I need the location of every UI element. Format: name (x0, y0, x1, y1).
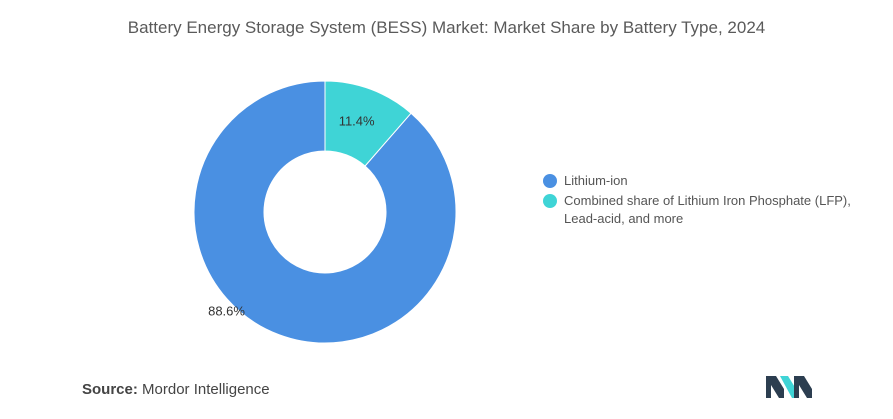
donut-slice-combined-share (324, 80, 412, 167)
legend-marker-combined-share (543, 194, 557, 208)
chart-title: Battery Energy Storage System (BESS) Mar… (127, 18, 766, 37)
data-label-combined-share: 11.4% (339, 114, 375, 129)
source-text: Mordor Intelligence (142, 381, 270, 398)
data-label-lithium-ion: 88.6% (208, 304, 245, 319)
source-label: Source: (82, 381, 138, 398)
legend-marker-lithium-ion (543, 174, 557, 188)
legend-label: Combined share of Lithium Iron Phosphate… (564, 193, 851, 226)
legend-item-combined-share: Combined share of Lithium Iron Phosphate… (543, 192, 853, 228)
source-note: Source: Mordor Intelligence (82, 381, 270, 398)
mordor-intelligence-logo-icon (766, 376, 812, 398)
legend-item-lithium-ion: Lithium-ion (543, 172, 853, 190)
chart-legend: Lithium-ion Combined share of Lithium Ir… (543, 172, 853, 230)
donut-slice-lithium-ion (193, 80, 457, 344)
legend-label: Lithium-ion (564, 173, 628, 188)
